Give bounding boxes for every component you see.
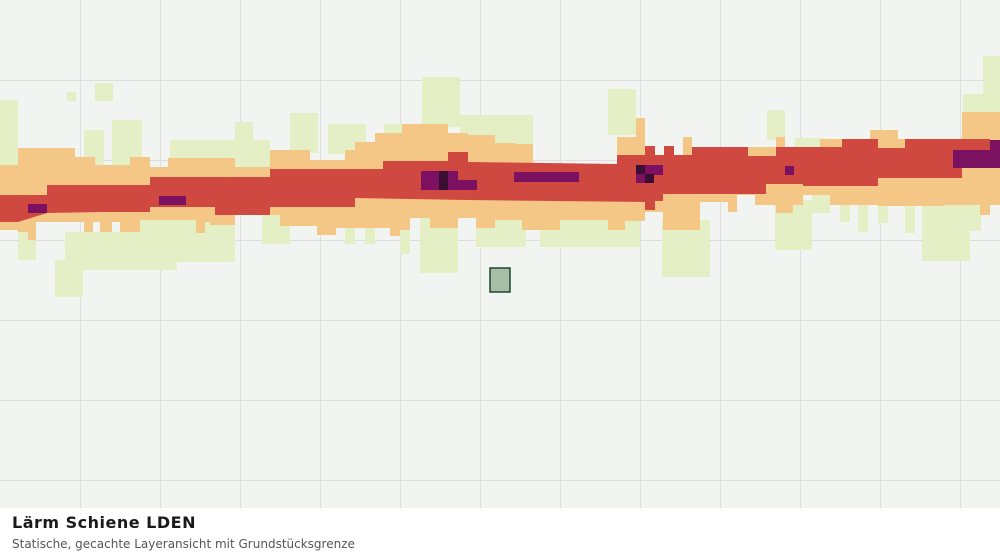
noise-zone-high bbox=[0, 139, 990, 222]
noise-zone-extreme bbox=[439, 165, 654, 190]
map-subtitle: Statische, gecachte Layeransicht mit Gru… bbox=[12, 537, 355, 551]
noise-zone-very-high bbox=[28, 140, 1000, 213]
map-title: Lärm Schiene LDEN bbox=[12, 513, 196, 532]
parcel-boundary[interactable] bbox=[489, 267, 511, 293]
map bbox=[0, 0, 1000, 508]
caption: Lärm Schiene LDEN Statische, gecachte La… bbox=[0, 508, 1000, 560]
